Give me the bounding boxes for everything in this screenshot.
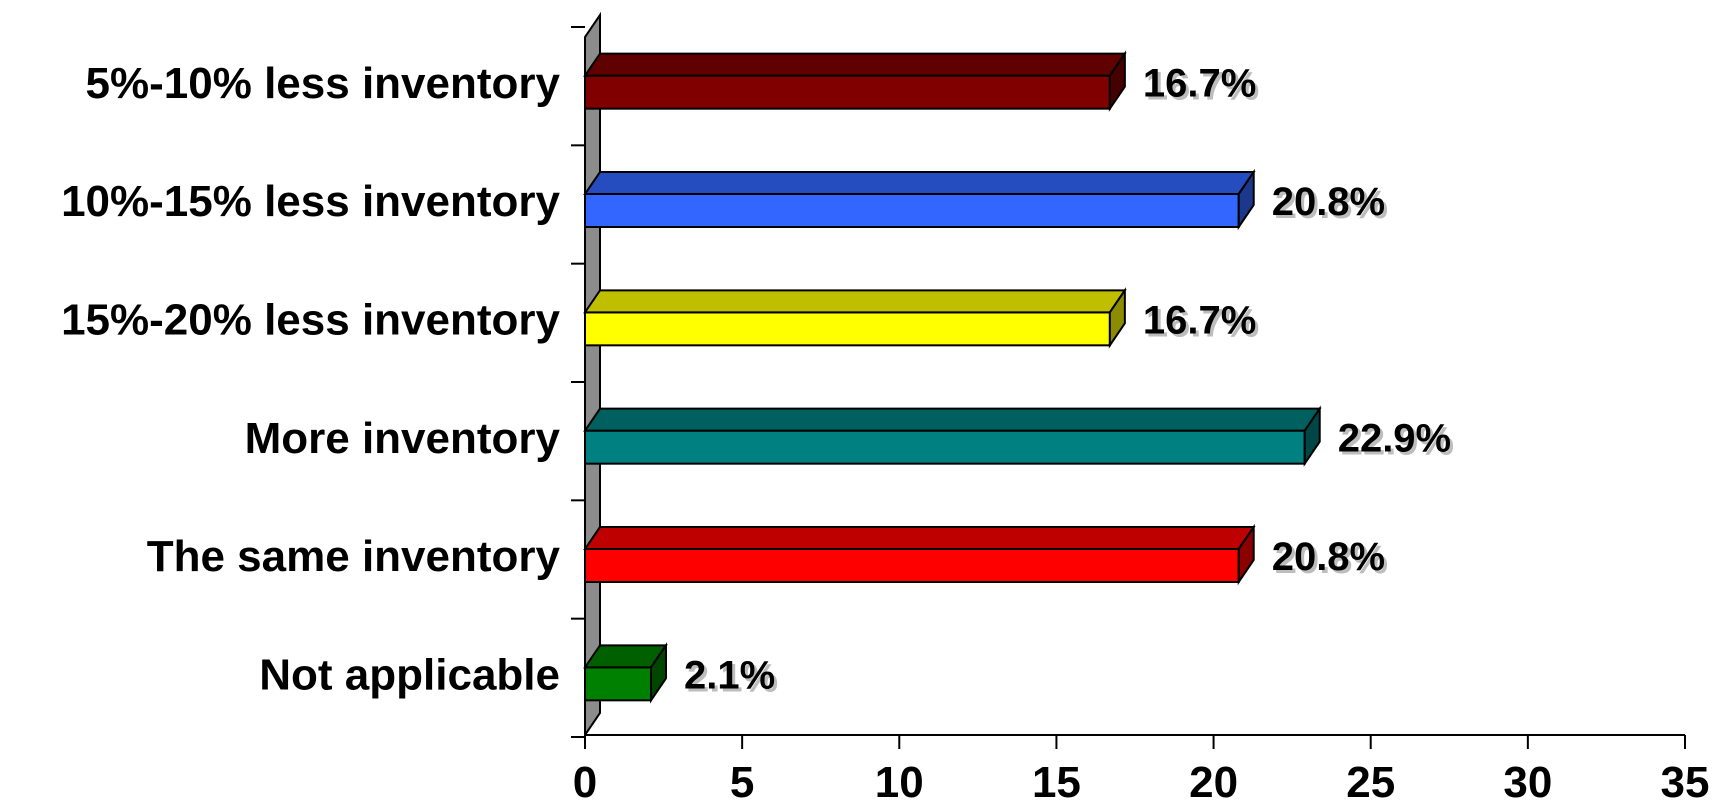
bar-top bbox=[583, 52, 1127, 77]
labels: 5%-10% less inventory 16.7% 16.7% 10%-15% l… bbox=[61, 59, 1454, 701]
category-label: More inventory bbox=[245, 414, 561, 463]
x-tick-label: 5 bbox=[730, 758, 754, 807]
data-label: 20.8% bbox=[1272, 180, 1385, 224]
bar-side bbox=[1108, 287, 1126, 349]
axes: 0 5 10 15 20 25 30 35 bbox=[571, 26, 1710, 807]
bar-side bbox=[650, 642, 667, 704]
bars bbox=[583, 50, 1322, 704]
bar bbox=[584, 74, 1111, 110]
data-label: 2.1% bbox=[684, 653, 775, 697]
bar bbox=[584, 429, 1306, 465]
x-tick-label: 0 bbox=[573, 758, 597, 807]
x-tick-label: 30 bbox=[1503, 758, 1552, 807]
bar bbox=[584, 193, 1240, 228]
data-label: 16.7% bbox=[1143, 62, 1256, 106]
bar bbox=[584, 666, 652, 702]
bar bbox=[584, 311, 1111, 347]
bar-top bbox=[583, 171, 1256, 195]
data-label-shadow: 2.1% bbox=[687, 656, 778, 700]
bar-side bbox=[1303, 405, 1321, 467]
data-label-shadow: 22.9% bbox=[1341, 420, 1454, 464]
category-label: 15%-20% less inventory bbox=[61, 295, 560, 344]
category-label: The same inventory bbox=[147, 532, 561, 581]
bar bbox=[584, 548, 1240, 583]
x-tick-label: 10 bbox=[875, 758, 924, 807]
data-label-shadow: 20.8% bbox=[1275, 183, 1388, 227]
bar-side bbox=[1108, 50, 1126, 112]
category-label: 5%-10% less inventory bbox=[86, 59, 561, 108]
data-label-shadow: 16.7% bbox=[1146, 65, 1259, 109]
data-label: 20.8% bbox=[1272, 535, 1385, 579]
bar-top bbox=[583, 407, 1322, 432]
x-tick-label: 20 bbox=[1189, 758, 1238, 807]
bar-side bbox=[1237, 168, 1255, 231]
data-label-shadow: 20.8% bbox=[1275, 538, 1388, 582]
x-tick-label: 25 bbox=[1346, 758, 1395, 807]
data-label: 22.9% bbox=[1338, 417, 1451, 461]
category-label: 10%-15% less inventory bbox=[61, 177, 560, 226]
axis-wall bbox=[584, 11, 601, 739]
bar-top bbox=[583, 289, 1127, 314]
data-label-shadow: 16.7% bbox=[1146, 301, 1259, 345]
left-wall bbox=[584, 11, 601, 739]
category-label: Not applicable bbox=[259, 650, 560, 699]
bar-side bbox=[1237, 523, 1255, 586]
x-tick-label: 35 bbox=[1661, 758, 1710, 807]
data-label: 16.7% bbox=[1143, 298, 1256, 342]
bar-top bbox=[583, 526, 1256, 550]
x-tick-label: 15 bbox=[1032, 758, 1081, 807]
